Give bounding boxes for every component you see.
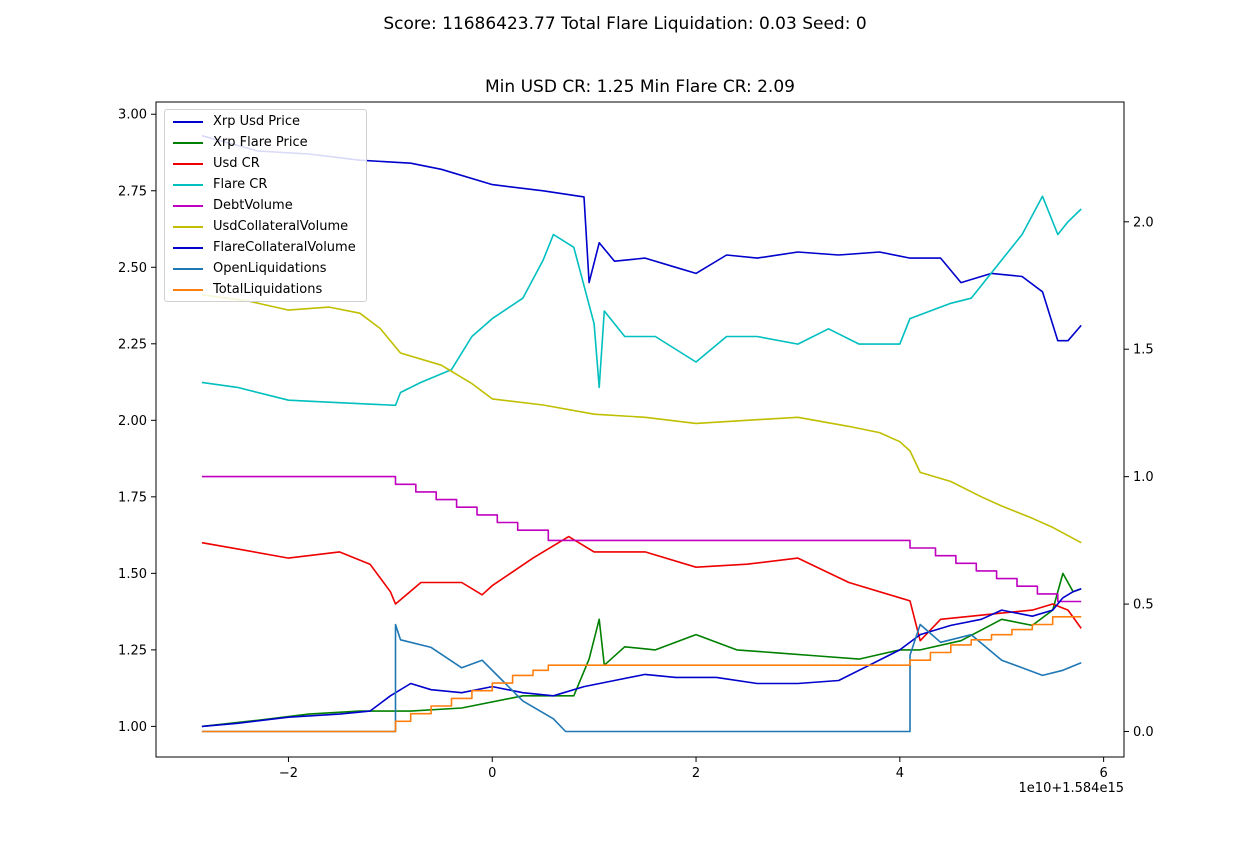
legend-item: Xrp Flare Price xyxy=(165,132,366,153)
legend-item: UsdCollateralVolume xyxy=(165,216,366,237)
chart-legend: Xrp Usd Price Xrp Flare Price Usd CR Flare … xyxy=(164,109,367,302)
series-layer xyxy=(201,134,1082,733)
y-right-tick-label: 2.0 xyxy=(1133,215,1154,230)
legend-label: TotalLiquidations xyxy=(213,282,323,297)
y-left-tick-label: 1.00 xyxy=(118,720,147,735)
series-line-5 xyxy=(201,294,1082,544)
y-left-tick-label: 1.25 xyxy=(118,643,147,658)
series-line-8 xyxy=(201,615,1082,733)
legend-item: Usd CR xyxy=(165,153,366,174)
y-left-tick-label: 2.50 xyxy=(118,261,147,276)
legend-line-swatch xyxy=(173,267,203,270)
legend-item: Xrp Usd Price xyxy=(165,111,366,132)
legend-label: FlareCollateralVolume xyxy=(213,240,356,255)
legend-line-swatch xyxy=(173,288,203,291)
series-line-0 xyxy=(201,134,1082,342)
figure-suptitle: Score: 11686423.77 Total Flare Liquidati… xyxy=(383,14,867,34)
series-line-1 xyxy=(201,572,1082,728)
legend-item: OpenLiquidations xyxy=(165,258,366,279)
series-line-3 xyxy=(201,195,1082,407)
legend-line-swatch xyxy=(173,141,203,144)
series-line-7 xyxy=(201,623,1082,733)
axes-title: Min USD CR: 1.25 Min Flare CR: 2.09 xyxy=(485,77,795,97)
x-tick-label: −2 xyxy=(279,766,298,781)
ticks-layer: −2 0 2 4 6 1.00 1.25 1.50 1.75 2.00 2.25 2.50 2.75 3.… xyxy=(118,108,1154,781)
legend-label: UsdCollateralVolume xyxy=(213,219,349,234)
y-right-tick-label: 1.0 xyxy=(1133,470,1154,485)
legend-label: OpenLiquidations xyxy=(213,261,327,276)
x-tick-label: 4 xyxy=(896,766,904,781)
y-left-tick-label: 2.00 xyxy=(118,414,147,429)
series-line-4 xyxy=(201,475,1082,603)
legend-label: Xrp Flare Price xyxy=(213,135,308,150)
legend-line-swatch xyxy=(173,162,203,165)
x-tick-label: 6 xyxy=(1099,766,1107,781)
axes-frame xyxy=(155,101,1125,758)
legend-line-swatch xyxy=(173,120,203,123)
y-left-tick-label: 1.50 xyxy=(118,567,147,582)
legend-item: Flare CR xyxy=(165,174,366,195)
legend-item: FlareCollateralVolume xyxy=(165,237,366,258)
y-left-tick-label: 3.00 xyxy=(118,108,147,123)
legend-label: Flare CR xyxy=(213,177,268,192)
legend-line-swatch xyxy=(173,246,203,249)
y-right-tick-label: 0.5 xyxy=(1133,598,1154,613)
series-line-2 xyxy=(201,535,1082,642)
y-left-tick-label: 2.75 xyxy=(118,184,147,199)
x-axis-offset-label: 1e10+1.584e15 xyxy=(1018,781,1124,796)
series-line-6 xyxy=(201,587,1082,728)
x-tick-label: 2 xyxy=(692,766,700,781)
legend-label: Xrp Usd Price xyxy=(213,114,301,129)
legend-item: DebtVolume xyxy=(165,195,366,216)
legend-line-swatch xyxy=(173,225,203,228)
x-tick-label: 0 xyxy=(488,766,496,781)
legend-item: TotalLiquidations xyxy=(165,279,366,300)
y-left-tick-label: 2.25 xyxy=(118,337,147,352)
legend-line-swatch xyxy=(173,183,203,186)
y-right-tick-label: 1.5 xyxy=(1133,343,1154,358)
legend-line-swatch xyxy=(173,204,203,207)
legend-label: DebtVolume xyxy=(213,198,293,213)
y-left-tick-label: 1.75 xyxy=(118,490,147,505)
y-right-tick-label: 0.0 xyxy=(1133,725,1154,740)
legend-label: Usd CR xyxy=(213,156,260,171)
